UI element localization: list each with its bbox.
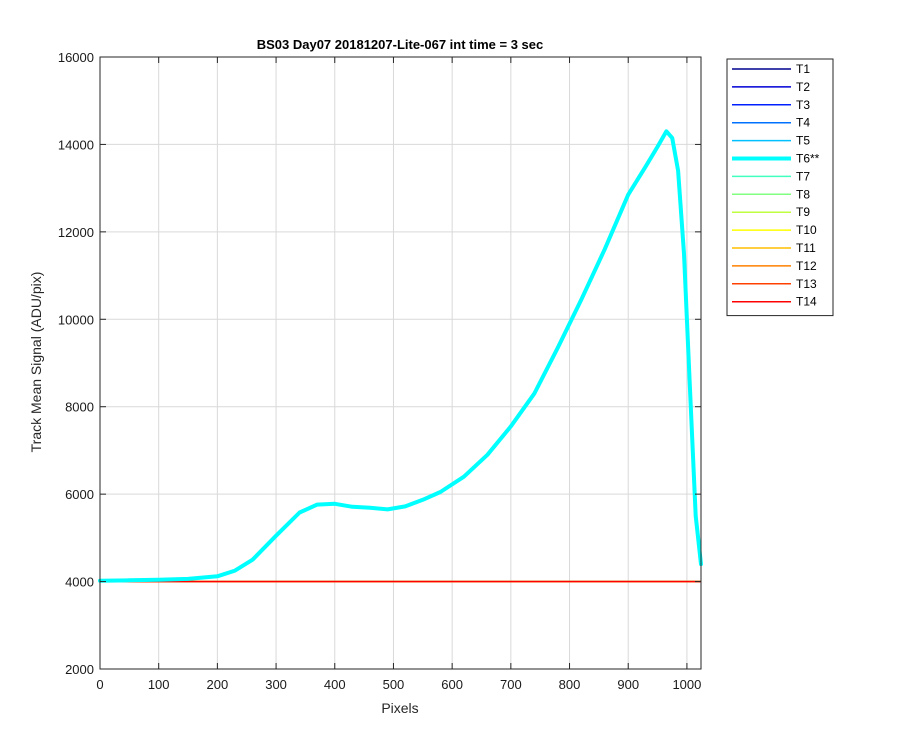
y-tick-label: 2000 xyxy=(65,662,94,677)
legend-label: T10 xyxy=(796,223,817,237)
legend-label: T6** xyxy=(796,152,820,166)
legend-label: T2 xyxy=(796,80,810,94)
x-tick-label: 600 xyxy=(441,677,463,692)
legend-label: T12 xyxy=(796,259,817,273)
y-tick-label: 8000 xyxy=(65,400,94,415)
legend-label: T11 xyxy=(796,241,816,255)
x-tick-label: 900 xyxy=(617,677,639,692)
plot-background xyxy=(100,57,701,669)
x-axis-label: Pixels xyxy=(381,700,418,716)
x-tick-label: 0 xyxy=(96,677,103,692)
x-tick-label: 300 xyxy=(265,677,287,692)
x-tick-label: 500 xyxy=(383,677,405,692)
x-tick-label: 200 xyxy=(207,677,229,692)
chart-title: BS03 Day07 20181207-Lite-067 int time = … xyxy=(257,37,544,52)
x-tick-label: 700 xyxy=(500,677,522,692)
legend-label: T8 xyxy=(796,187,810,201)
y-tick-label: 10000 xyxy=(58,312,94,327)
legend-label: T9 xyxy=(796,205,810,219)
y-tick-label: 4000 xyxy=(65,575,94,590)
x-tick-label: 400 xyxy=(324,677,346,692)
x-tick-label: 800 xyxy=(559,677,581,692)
y-tick-label: 12000 xyxy=(58,225,94,240)
legend-box xyxy=(726,58,834,317)
legend-label: T3 xyxy=(796,98,810,112)
y-tick-label: 16000 xyxy=(58,50,94,65)
legend-label: T5 xyxy=(796,134,810,148)
legend-label: T7 xyxy=(796,169,810,183)
legend-label: T13 xyxy=(796,277,817,291)
y-tick-label: 6000 xyxy=(65,487,94,502)
y-tick-label: 14000 xyxy=(58,137,94,152)
plot-area: 0 100 200 300 400 500 600 700 800 900 1000 2000 4000… xyxy=(58,50,703,692)
legend-label: T4 xyxy=(796,116,810,130)
series-line-t6 xyxy=(98,129,703,583)
x-tick-label: 100 xyxy=(148,677,170,692)
legend: T1 T2 T3 T4 T5 T6** T7 T8 T9 T10 T11 T12 T13 T14 xyxy=(726,58,834,317)
legend-label: T1 xyxy=(796,62,810,76)
legend-label: T14 xyxy=(796,295,817,309)
axes-box xyxy=(99,56,702,670)
x-tick-label: 1000 xyxy=(672,677,701,692)
y-axis-label: Track Mean Signal (ADU/pix) xyxy=(28,272,44,453)
